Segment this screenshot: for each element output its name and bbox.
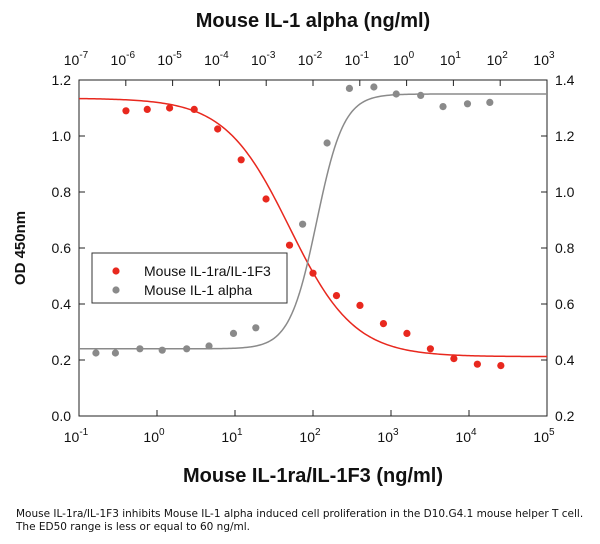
data-point-il1alpha [183, 345, 191, 353]
top-axis-tick-labels: 10-7 10-6 10-5 10-4 10-3 10-2 10-1 100 101 102 103 [64, 50, 555, 68]
top-tick-label: 10-1 [345, 50, 370, 68]
axis-tick-marks [78, 79, 548, 417]
data-point-il1ra [190, 105, 198, 113]
data-point-il1ra [143, 105, 151, 113]
data-point-il1alpha [439, 103, 447, 111]
right-tick-label: 0.4 [555, 352, 575, 368]
data-point-il1alpha [417, 91, 425, 99]
bottom-axis-tick-labels: 10-1 100 101 102 103 104 105 [64, 427, 555, 445]
data-point-il1alpha [92, 349, 100, 357]
top-tick-label: 10-4 [204, 50, 229, 68]
fit-curve-il1alpha [79, 93, 547, 350]
data-point-il1ra [237, 156, 245, 164]
legend-label-il1alpha: Mouse IL-1 alpha [144, 282, 252, 298]
left-tick-label: 0.8 [52, 184, 72, 200]
legend-marker-il1ra [112, 267, 120, 275]
top-tick-label: 103 [533, 50, 555, 68]
left-tick-label: 0.2 [52, 352, 72, 368]
left-tick-label: 0.0 [52, 408, 72, 424]
right-tick-label: 0.2 [555, 408, 575, 424]
data-point-il1alpha [463, 100, 472, 108]
right-tick-label: 1.0 [555, 184, 575, 200]
top-tick-label: 10-5 [157, 50, 182, 68]
left-tick-label: 0.4 [52, 296, 72, 312]
fit-curve-il1ra [78, 97, 547, 358]
data-point-il1alpha [323, 139, 331, 147]
right-tick-label: 0.6 [555, 296, 575, 312]
top-tick-label: 10-7 [64, 50, 89, 68]
data-point-il1ra [122, 107, 130, 115]
bottom-tick-label: 104 [455, 427, 477, 445]
data-points [92, 83, 505, 370]
data-point-il1ra [165, 104, 174, 112]
legend: Mouse IL-1ra/IL-1F3 Mouse IL-1 alpha [91, 252, 288, 304]
data-point-il1alpha [158, 346, 166, 354]
data-point-il1alpha [229, 329, 238, 337]
bottom-tick-label: 101 [221, 427, 243, 445]
top-axis-title: Mouse IL-1 alpha (ng/ml) [196, 10, 430, 32]
data-point-il1ra [309, 269, 317, 277]
left-tick-label: 1.2 [52, 72, 72, 88]
x-axis-label: Mouse IL-1ra/IL-1F3 (ng/ml) [183, 465, 443, 487]
top-tick-label: 10-2 [298, 50, 323, 68]
data-point-il1alpha [252, 324, 260, 332]
data-point-il1ra [356, 301, 364, 309]
data-point-il1ra [403, 329, 411, 337]
legend-label-il1ra: Mouse IL-1ra/IL-1F3 [144, 263, 271, 279]
y-axis-label: OD 450nm [12, 211, 29, 285]
top-tick-label: 10-6 [111, 50, 136, 68]
top-tick-label: 100 [393, 50, 415, 68]
data-point-il1ra [497, 362, 505, 370]
left-tick-label: 0.6 [52, 240, 72, 256]
top-tick-label: 101 [440, 50, 462, 68]
data-point-il1ra [450, 355, 458, 363]
bottom-tick-label: 103 [377, 427, 399, 445]
data-point-il1alpha [345, 84, 354, 92]
data-point-il1ra [332, 292, 341, 300]
data-point-il1alpha [136, 345, 144, 353]
data-point-il1ra [262, 195, 270, 203]
left-axis-tick-labels: 0.0 0.2 0.4 0.6 0.8 1.0 1.2 [52, 72, 72, 424]
data-point-il1alpha [370, 83, 378, 91]
data-point-il1ra [426, 345, 435, 353]
data-point-il1ra [285, 241, 294, 249]
data-point-il1alpha [205, 342, 213, 350]
data-point-il1ra [379, 320, 388, 328]
figure-caption: Mouse IL-1ra/IL-1F3 inhibits Mouse IL-1 … [16, 508, 584, 533]
right-tick-label: 0.8 [555, 240, 575, 256]
bottom-tick-label: 100 [143, 427, 165, 445]
fit-curves [78, 93, 547, 358]
legend-marker-il1alpha [112, 286, 120, 294]
data-point-il1ra [473, 360, 481, 368]
top-tick-label: 10-3 [251, 50, 276, 68]
bottom-tick-label: 102 [299, 427, 321, 445]
left-tick-label: 1.0 [52, 128, 72, 144]
right-tick-label: 1.2 [555, 128, 575, 144]
data-point-il1alpha [392, 90, 400, 98]
bottom-tick-label: 10-1 [64, 427, 89, 445]
data-point-il1alpha [111, 349, 120, 357]
right-tick-label: 1.4 [555, 72, 575, 88]
legend-box [91, 252, 288, 304]
data-point-il1alpha [486, 98, 494, 106]
top-tick-label: 102 [487, 50, 509, 68]
data-point-il1ra [214, 125, 222, 133]
data-point-il1alpha [299, 220, 307, 228]
bottom-tick-label: 105 [533, 427, 555, 445]
right-axis-tick-labels: 0.2 0.4 0.6 0.8 1.0 1.2 1.4 [555, 72, 575, 424]
